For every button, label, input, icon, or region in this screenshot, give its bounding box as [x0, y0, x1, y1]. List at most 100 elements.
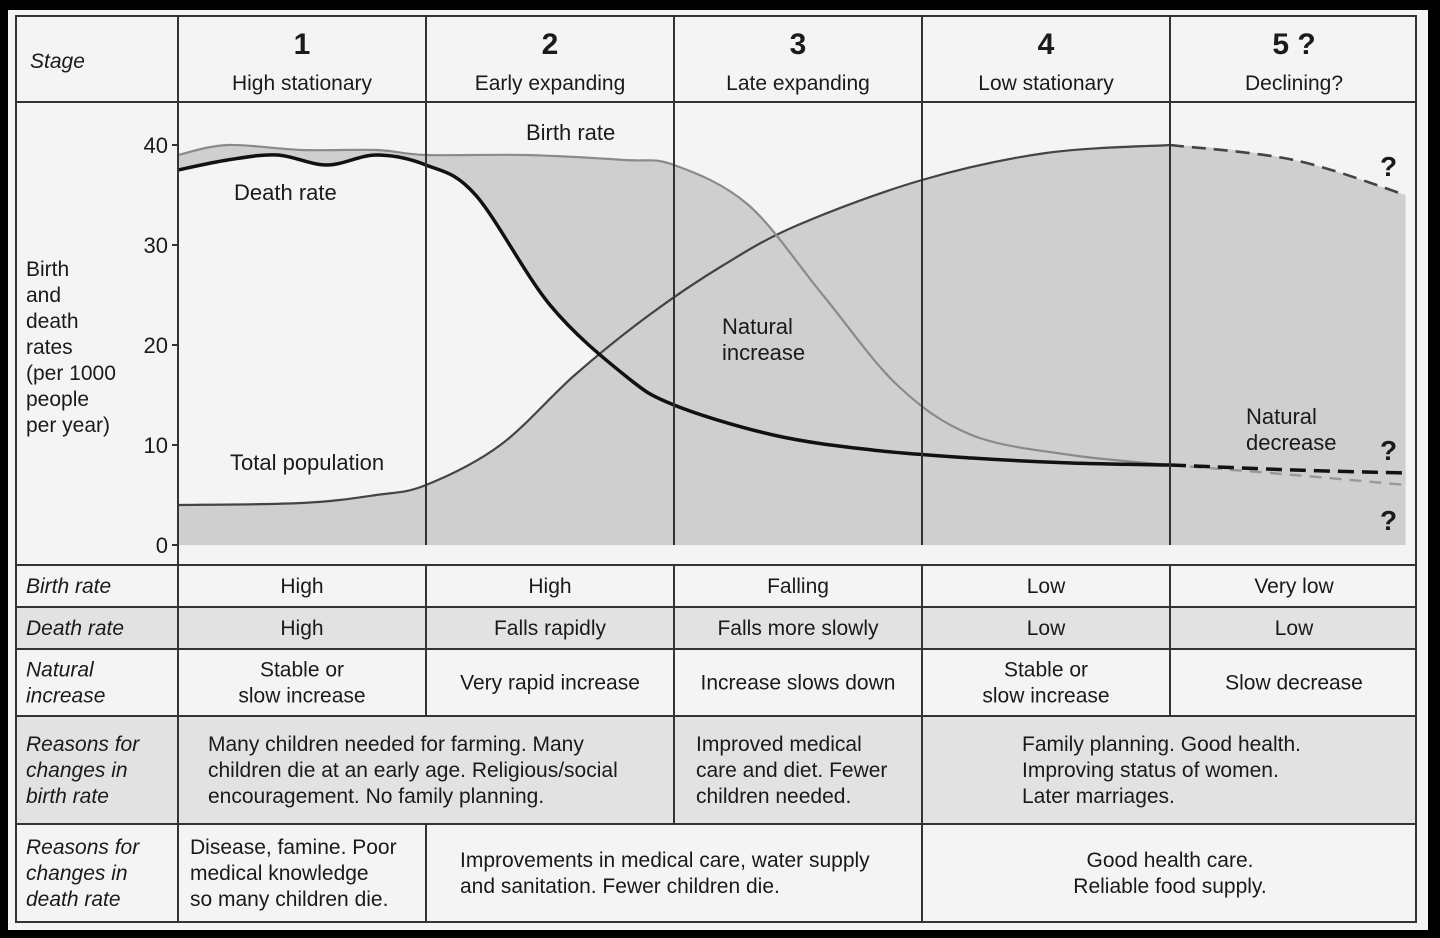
row-label: changes in	[26, 759, 128, 782]
table-cell-text: Many children needed for farming. Many	[208, 733, 584, 756]
table-cell-text: Stable or	[260, 659, 344, 682]
table-cell-text: Falling	[767, 575, 829, 598]
table-cell-text: Disease, famine. Poor	[190, 836, 397, 859]
y-axis-label-line: people	[26, 388, 89, 411]
question-mark-population: ?	[1380, 151, 1397, 182]
death-rate-projection	[1169, 463, 1406, 475]
table-cell-text: care and diet. Fewer	[696, 759, 887, 782]
table-row: Reasons for changes in death rate Disease, …	[26, 836, 1267, 911]
stage-name: Declining?	[1245, 72, 1343, 95]
table-row: Death rate High Falls rapidly Falls more sl…	[26, 617, 1314, 640]
table-grid	[15, 15, 1417, 923]
table-cell-text: High	[528, 575, 571, 598]
natural-increase-area	[178, 144, 1406, 486]
total-population-line	[177, 143, 1171, 507]
table-row: Birth rate High High Falling Low Very low	[26, 575, 1335, 598]
row-shading	[16, 607, 1416, 824]
demographic-transition-figure: 0 10 20 30 40 Stage 1 High stationary 2 Earl…	[8, 10, 1428, 930]
stage-name: High stationary	[232, 72, 373, 95]
question-mark-death: ?	[1380, 505, 1397, 536]
stage-table: Birth rate High High Falling Low Very low Deat…	[26, 575, 1363, 911]
row-label: Birth rate	[26, 575, 111, 598]
table-cell-text: so many children die.	[190, 888, 388, 911]
stage-label: Stage	[30, 50, 85, 73]
y-axis-label-line: rates	[26, 336, 73, 359]
table-cell-text: encouragement. No family planning.	[208, 785, 544, 808]
stage-2-header: 2 Early expanding	[475, 28, 626, 95]
y-tick-label: 0	[156, 533, 168, 558]
table-cell-text: Later marriages.	[1022, 785, 1175, 808]
table-cell-text: Good health care.	[1087, 849, 1254, 872]
natural-increase-label-1: Natural	[722, 314, 793, 339]
table-cell-text: Increase slows down	[701, 672, 896, 695]
y-axis-label-line: per year)	[26, 414, 110, 437]
row-label: increase	[26, 685, 105, 708]
table-cell-text: Stable or	[1004, 659, 1088, 682]
table-cell-text: Low	[1275, 617, 1314, 640]
outer-border	[15, 15, 1417, 923]
stage-1-header: 1 High stationary	[232, 28, 373, 95]
table-cell-text: Very rapid increase	[460, 672, 640, 695]
table-cell-text: Low	[1027, 617, 1066, 640]
row-label: Death rate	[26, 617, 124, 640]
total-population-projection	[1169, 143, 1406, 197]
table-cell-text: medical knowledge	[190, 862, 369, 885]
row-label: Reasons for	[26, 836, 140, 859]
row-label: death rate	[26, 888, 121, 911]
natural-increase-label-2: increase	[722, 340, 805, 365]
row-label: Reasons for	[26, 733, 140, 756]
y-axis-label-line: (per 1000	[26, 362, 116, 385]
table-cell-text: Very low	[1254, 575, 1334, 598]
stage-number: 3	[790, 28, 807, 61]
table-cell-text: Improved medical	[696, 733, 862, 756]
y-axis-label: Birth and death rates (per 1000 people p…	[26, 258, 116, 437]
death-rate-row-shade	[16, 607, 1416, 649]
y-tick-label: 10	[144, 433, 168, 458]
table-cell-text: Falls rapidly	[494, 617, 607, 640]
birth-rate-label: Birth rate	[526, 120, 615, 145]
y-axis-label-line: death	[26, 310, 79, 333]
stage-number: 1	[294, 28, 311, 61]
row-label: birth rate	[26, 785, 109, 808]
stage-5-header: 5 ? Declining?	[1245, 28, 1343, 95]
stage-3-header: 3 Late expanding	[726, 28, 870, 95]
death-rate-label: Death rate	[234, 180, 337, 205]
table-cell-text: and sanitation. Fewer children die.	[460, 875, 780, 898]
table-cell-text: Low	[1027, 575, 1066, 598]
table-cell-text: Slow decrease	[1225, 672, 1363, 695]
table-cell-text: High	[280, 617, 323, 640]
y-axis-label-line: Birth	[26, 258, 69, 281]
table-cell-text: children needed.	[696, 785, 851, 808]
curve-labels: Birth rate Death rate Natural increase T…	[230, 120, 1397, 536]
table-cell-text: Improvements in medical care, water supp…	[460, 849, 870, 872]
table-cell-text: High	[280, 575, 323, 598]
question-mark-birth: ?	[1380, 435, 1397, 466]
y-tick-label: 30	[144, 233, 168, 258]
natural-decrease-label-1: Natural	[1246, 404, 1317, 429]
table-cell-text: Reliable food supply.	[1073, 875, 1266, 898]
y-axis-label-line: and	[26, 284, 61, 307]
stage-name: Late expanding	[726, 72, 870, 95]
demographic-transition-diagram: 0 10 20 30 40 Stage 1 High stationary 2 Earl…	[15, 15, 1417, 923]
row-label: Natural	[26, 659, 95, 682]
y-tick-label: 40	[144, 133, 168, 158]
stage-number: 2	[542, 28, 559, 61]
table-cell-text: Falls more slowly	[717, 617, 879, 640]
birth-reasons-row-shade	[16, 716, 1416, 824]
stage-name: Low stationary	[978, 72, 1114, 95]
table-cell-text: Family planning. Good health.	[1022, 733, 1301, 756]
stage-number: 5 ?	[1272, 28, 1315, 61]
row-label: changes in	[26, 862, 128, 885]
total-population-label: Total population	[230, 450, 384, 475]
table-row: Natural increase Stable or slow increase Ver…	[26, 659, 1363, 708]
table-cell-text: children die at an early age. Religious/…	[208, 759, 618, 782]
stage-name: Early expanding	[475, 72, 626, 95]
stage-number: 4	[1038, 28, 1055, 61]
stage-header: Stage 1 High stationary 2 Early expandin…	[30, 28, 1343, 95]
table-cell-text: Improving status of women.	[1022, 759, 1279, 782]
table-cell-text: slow increase	[982, 685, 1109, 708]
natural-decrease-label-2: decrease	[1246, 430, 1337, 455]
table-row: Reasons for changes in birth rate Many chil…	[26, 733, 1301, 808]
y-tick-label: 20	[144, 333, 168, 358]
death-rate-line	[177, 153, 1171, 467]
